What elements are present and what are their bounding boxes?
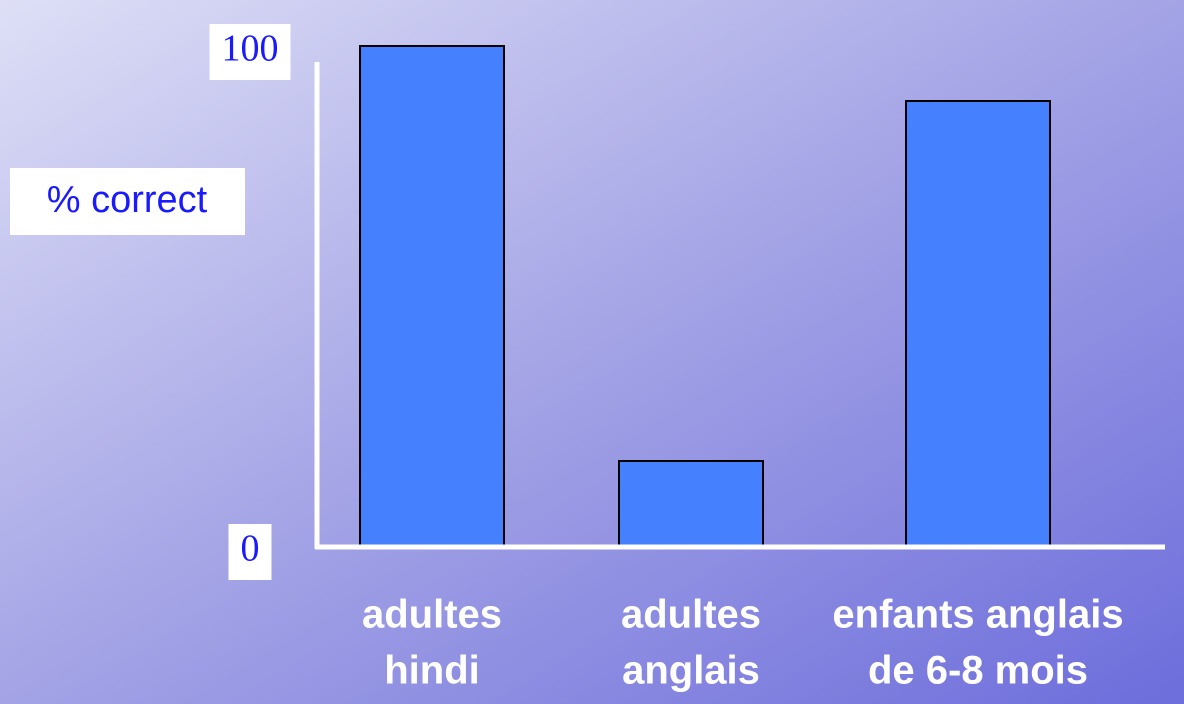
x-tick-label: enfants anglais bbox=[832, 593, 1123, 637]
bar bbox=[359, 45, 505, 547]
x-tick-label: de 6-8 mois bbox=[868, 649, 1088, 693]
bar bbox=[618, 460, 764, 547]
bar bbox=[905, 100, 1051, 547]
x-tick-label: adultes bbox=[621, 593, 761, 637]
y-tick-box bbox=[228, 524, 272, 580]
x-tick-label: anglais bbox=[622, 649, 760, 693]
y-tick-box bbox=[209, 24, 291, 80]
x-tick-label: adultes bbox=[362, 593, 502, 637]
y-axis-label: % correct bbox=[47, 179, 208, 221]
y-tick-label: 0 bbox=[241, 528, 260, 570]
x-tick-label: hindi bbox=[384, 649, 480, 693]
y-tick-label: 100 bbox=[222, 28, 279, 70]
y-label-box bbox=[10, 168, 245, 235]
